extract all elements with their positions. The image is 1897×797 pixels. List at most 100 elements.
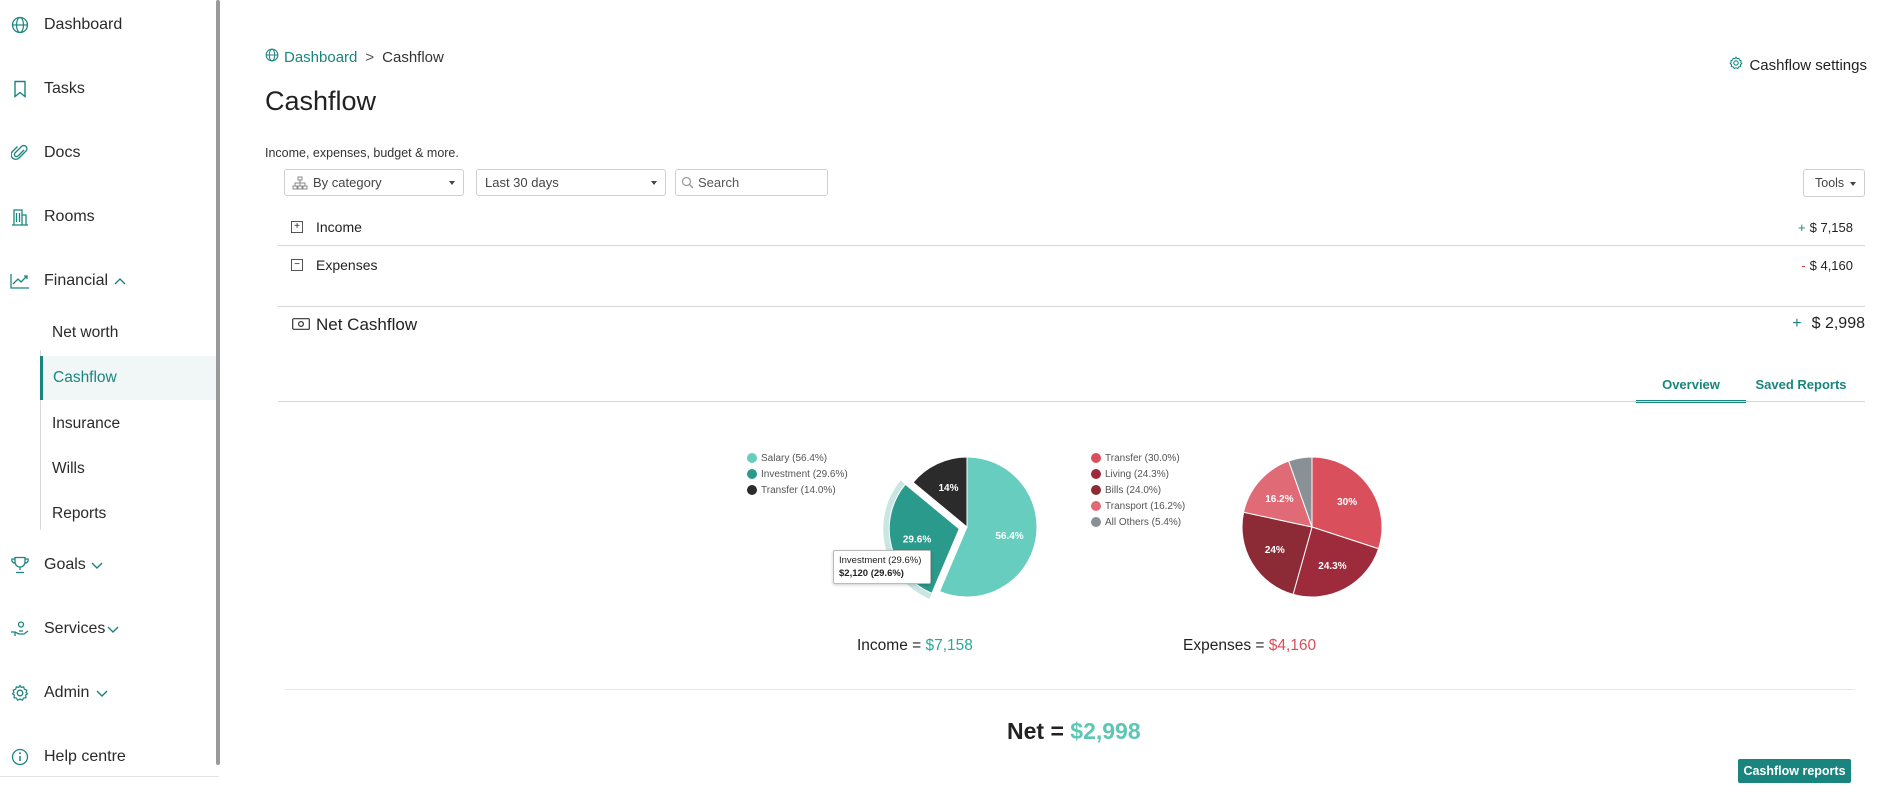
legend-dot xyxy=(1091,469,1101,479)
sidebar-subitem-cashflow[interactable]: Cashflow xyxy=(40,356,216,400)
sidebar-subitem-wills[interactable]: Wills xyxy=(40,447,216,491)
cashflow-reports-button[interactable]: Cashflow reports xyxy=(1738,759,1851,783)
globe-icon xyxy=(265,48,279,66)
chevron-up-icon[interactable] xyxy=(113,274,127,288)
net-value: $ 2,998 xyxy=(1811,315,1865,332)
globe-icon xyxy=(10,15,30,35)
expenses-sign: - xyxy=(1801,257,1806,273)
breadcrumb: Dashboard > Cashflow xyxy=(265,48,444,66)
sidebar-item-label: Services xyxy=(44,620,106,637)
chevron-down-icon[interactable] xyxy=(90,558,104,572)
legend-item[interactable]: Living (24.3%) xyxy=(1091,466,1185,482)
sidebar-item-dashboard[interactable]: Dashboard xyxy=(0,5,216,45)
sidebar-scrollbar[interactable] xyxy=(216,0,220,765)
legend-item[interactable]: Transfer (30.0%) xyxy=(1091,450,1185,466)
sidebar-subitem-insurance[interactable]: Insurance xyxy=(40,402,216,446)
period-value: Last 30 days xyxy=(485,175,559,190)
legend-item[interactable]: All Others (5.4%) xyxy=(1091,514,1185,530)
chevron-down-icon[interactable] xyxy=(106,622,120,636)
pie-slice-transfer[interactable] xyxy=(912,456,968,529)
pie-slice-salary[interactable] xyxy=(938,456,1038,598)
breadcrumb-home-link[interactable]: Dashboard xyxy=(265,48,357,66)
legend-item[interactable]: Transfer (14.0%) xyxy=(747,482,848,498)
caret-down-icon xyxy=(651,181,657,185)
legend-dot xyxy=(1091,517,1101,527)
row-divider xyxy=(278,306,1865,307)
tab-overview[interactable]: Overview xyxy=(1636,377,1746,403)
pie-slice-label: 30% xyxy=(1337,497,1357,508)
breadcrumb-current: Cashflow xyxy=(382,48,444,66)
cashflow-settings-link[interactable]: Cashflow settings xyxy=(1729,56,1867,74)
pie-slice-all-others[interactable] xyxy=(1288,456,1313,528)
submenu-guide-line xyxy=(40,350,41,530)
expenses-value: $ 4,160 xyxy=(1809,257,1853,273)
collapse-icon[interactable]: − xyxy=(291,259,303,271)
sidebar-item-label: Dashboard xyxy=(44,16,123,33)
income-label: Income xyxy=(316,219,362,235)
gear-icon xyxy=(1729,56,1744,74)
net-cashflow-title: Net Cashflow xyxy=(292,315,417,335)
pie-slice-label: 29.6% xyxy=(903,535,931,546)
legend-item[interactable]: Salary (56.4%) xyxy=(747,450,848,466)
legend-item[interactable]: Transport (16.2%) xyxy=(1091,498,1185,514)
sidebar-item-admin[interactable]: Admin xyxy=(0,673,216,713)
tooltip-title: Investment (29.6%) xyxy=(839,555,922,566)
group-by-select[interactable]: By category xyxy=(284,169,464,196)
sidebar-item-services[interactable]: Services xyxy=(0,609,216,649)
income-row[interactable]: + Income + $ 7,158 xyxy=(278,216,1865,238)
sidebar-item-help-centre[interactable]: Help centre xyxy=(0,737,216,777)
expenses-total-label: Expenses = xyxy=(1183,637,1265,654)
hand-icon xyxy=(10,619,30,639)
row-divider xyxy=(278,245,1865,246)
income-legend: Salary (56.4%) Investment (29.6%) Transf… xyxy=(747,450,848,498)
breadcrumb-home-label: Dashboard xyxy=(284,48,358,66)
legend-label: All Others (5.4%) xyxy=(1105,516,1182,528)
pie-slice-label: 56.4% xyxy=(995,531,1023,542)
expenses-total-value: $4,160 xyxy=(1268,637,1317,654)
page-subtitle: Income, expenses, budget & more. xyxy=(265,146,459,160)
sidebar-item-financial[interactable]: Financial xyxy=(0,261,216,301)
pie-slice-living[interactable] xyxy=(1292,526,1380,598)
income-value: $ 7,158 xyxy=(1809,219,1853,235)
income-total-value: $7,158 xyxy=(925,637,973,654)
sidebar-subitem-reports[interactable]: Reports xyxy=(40,492,216,536)
search-input[interactable] xyxy=(698,175,818,190)
sidebar-item-label: Goals xyxy=(44,556,86,573)
net-total-value: $2,998 xyxy=(1070,718,1141,744)
expenses-pie-chart[interactable]: 30% 24.3% 24% 16.2% xyxy=(1220,445,1390,605)
trophy-icon xyxy=(10,555,30,575)
sidebar-item-docs[interactable]: Docs xyxy=(0,133,216,173)
sidebar-subitem-net-worth[interactable]: Net worth xyxy=(40,311,216,355)
legend-dot xyxy=(1091,453,1101,463)
sidebar-item-label: Docs xyxy=(44,144,81,161)
sidebar-item-goals[interactable]: Goals xyxy=(0,545,216,585)
legend-dot xyxy=(747,469,757,479)
legend-label: Transport (16.2%) xyxy=(1105,500,1186,512)
expenses-row[interactable]: − Expenses - $ 4,160 xyxy=(278,254,1865,276)
sidebar: Dashboard Tasks Docs Rooms Financial Net… xyxy=(0,0,219,797)
pie-slice-transfer[interactable] xyxy=(1311,456,1383,550)
paperclip-icon xyxy=(10,143,30,163)
tools-dropdown[interactable]: Tools xyxy=(1803,169,1865,197)
income-total-label: Income = xyxy=(857,637,922,654)
sidebar-item-rooms[interactable]: Rooms xyxy=(0,197,216,237)
breadcrumb-separator: > xyxy=(365,48,375,66)
legend-dot xyxy=(1091,485,1101,495)
chevron-down-icon[interactable] xyxy=(95,686,109,700)
legend-item[interactable]: Investment (29.6%) xyxy=(747,466,848,482)
group-by-value: By category xyxy=(313,175,382,190)
period-select[interactable]: Last 30 days xyxy=(476,169,666,196)
pie-slice-transport[interactable] xyxy=(1242,460,1313,528)
pie-slice-bills[interactable] xyxy=(1241,511,1313,596)
legend-item[interactable]: Bills (24.0%) xyxy=(1091,482,1185,498)
gear-icon xyxy=(10,683,30,703)
building-icon xyxy=(10,207,30,227)
net-cashflow-label: Net Cashflow xyxy=(316,315,418,334)
expand-icon[interactable]: + xyxy=(291,221,303,233)
pie-slice-label: 16.2% xyxy=(1265,494,1293,505)
search-icon xyxy=(681,176,694,189)
net-total-label: Net = xyxy=(1007,718,1064,744)
sidebar-item-tasks[interactable]: Tasks xyxy=(0,69,216,109)
income-amount: + $ 7,158 xyxy=(1798,220,1853,235)
tab-saved-reports[interactable]: Saved Reports xyxy=(1755,377,1847,392)
